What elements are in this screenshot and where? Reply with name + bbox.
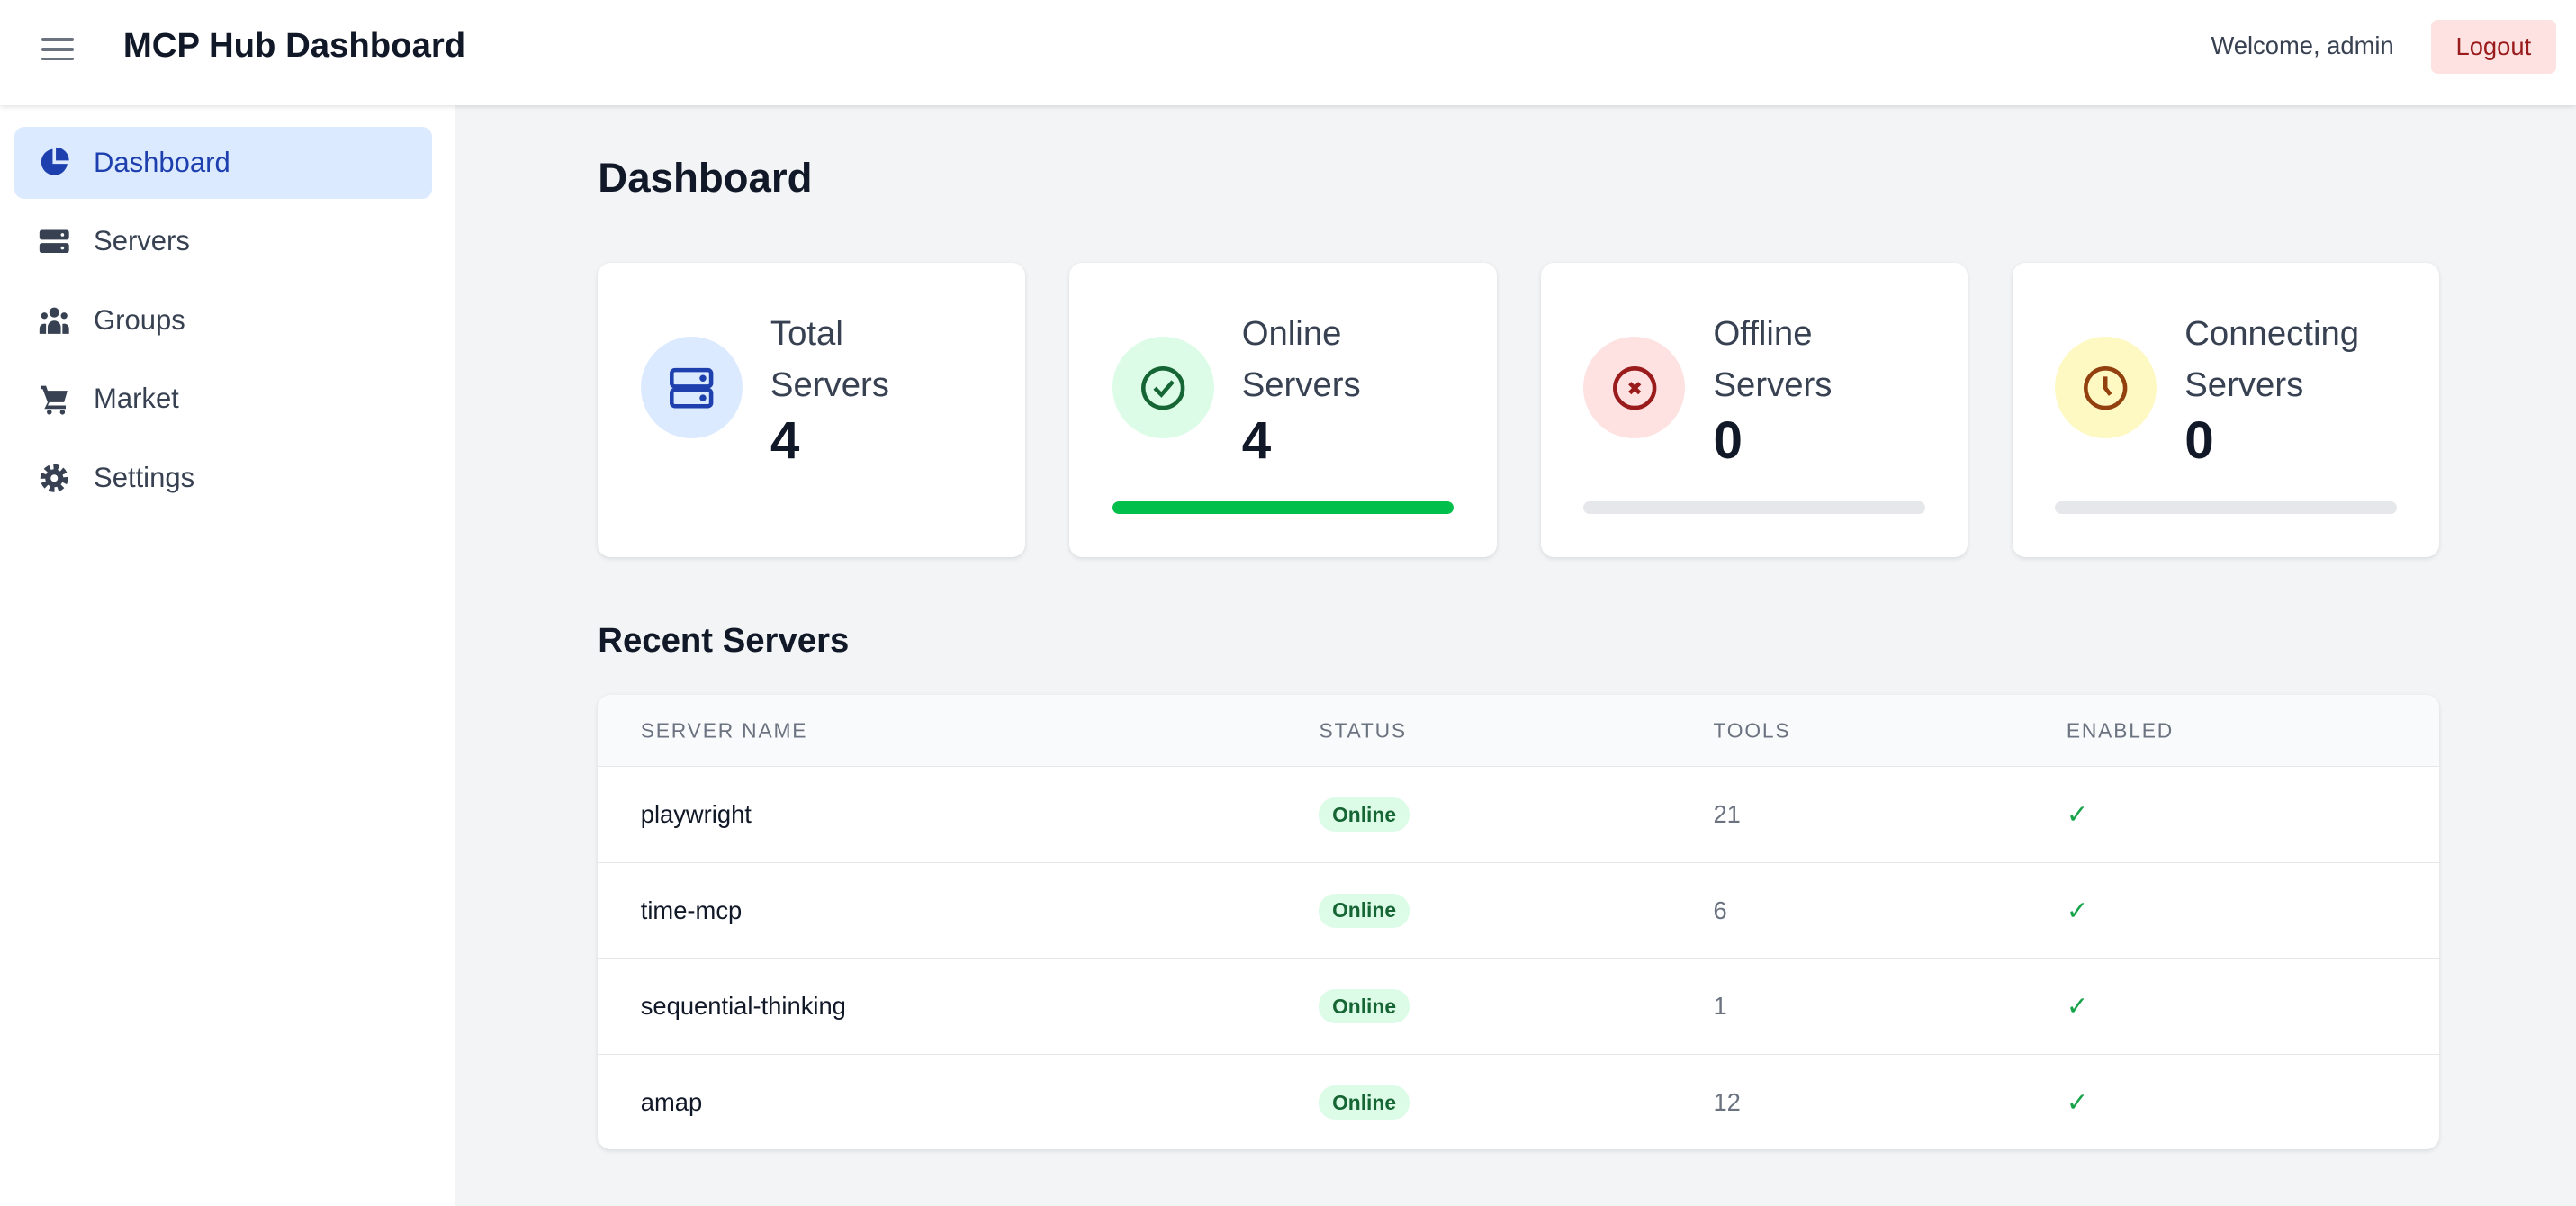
- server-icon: [640, 337, 743, 439]
- progress-bar: [1112, 500, 1455, 515]
- card-label: Offline: [1713, 314, 1813, 354]
- enabled-check-icon: ✓: [2066, 992, 2089, 1022]
- card-value: 0: [2184, 411, 2214, 471]
- tools-count: 6: [1713, 896, 1727, 924]
- status-badge: Online: [1319, 893, 1410, 928]
- gear-icon: [40, 464, 68, 492]
- card-value: 4: [1241, 411, 1272, 471]
- tools-count: 12: [1713, 1088, 1741, 1117]
- server-name: time-mcp: [640, 896, 743, 924]
- progress-fill: [1112, 500, 1455, 515]
- sidebar: Dashboard Servers Groups Market Settings: [0, 104, 455, 1206]
- sidebar-item-market[interactable]: Market: [14, 363, 432, 435]
- tools-count: 1: [1713, 992, 1727, 1021]
- sidebar-item-groups[interactable]: Groups: [14, 284, 432, 356]
- card-label: Online: [1241, 314, 1342, 354]
- sidebar-item-label: Servers: [94, 225, 190, 257]
- card-value: 0: [1713, 411, 1743, 471]
- enabled-check-icon: ✓: [2066, 1088, 2089, 1118]
- server-name: sequential-thinking: [640, 992, 846, 1021]
- tools-count: 21: [1713, 800, 1741, 829]
- menu-icon[interactable]: [41, 33, 75, 63]
- table-row[interactable]: playwright Online 21 ✓: [598, 767, 2440, 863]
- column-header: SERVER NAME: [640, 718, 808, 742]
- table-row[interactable]: time-mcp Online 6 ✓: [598, 863, 2440, 959]
- column-header: STATUS: [1319, 718, 1407, 742]
- app-title: MCP Hub Dashboard: [122, 26, 466, 66]
- stat-card-online: Online Servers 4: [1069, 263, 1497, 557]
- sidebar-item-settings[interactable]: Settings: [14, 442, 432, 514]
- users-icon: [39, 307, 69, 334]
- top-header: MCP Hub Dashboard Welcome, admin Logout: [0, 0, 2576, 105]
- table-header: SERVER NAME STATUS TOOLS ENABLED: [598, 694, 2440, 768]
- status-badge: Online: [1319, 1085, 1410, 1120]
- progress-bar: [1583, 500, 1925, 515]
- card-label: Servers: [2184, 364, 2304, 404]
- stat-card-connecting: Connecting Servers 0: [2012, 263, 2440, 557]
- page-title: Dashboard: [598, 154, 813, 201]
- column-header: ENABLED: [2066, 718, 2175, 742]
- enabled-check-icon: ✓: [2066, 896, 2089, 926]
- clock-icon: [2055, 337, 2157, 439]
- sidebar-item-label: Groups: [94, 303, 185, 336]
- sidebar-item-label: Settings: [94, 462, 195, 494]
- table-row[interactable]: amap Online 12 ✓: [598, 1055, 2439, 1149]
- card-label: Total: [770, 314, 843, 354]
- card-label: Servers: [1713, 364, 1833, 404]
- check-circle-icon: [1112, 337, 1214, 439]
- sidebar-item-label: Dashboard: [94, 146, 230, 178]
- table-row[interactable]: sequential-thinking Online 1 ✓: [598, 958, 2440, 1055]
- welcome-text: Welcome, admin: [2211, 31, 2394, 59]
- x-circle-icon: [1583, 337, 1686, 439]
- cart-icon: [41, 385, 68, 415]
- sidebar-item-servers[interactable]: Servers: [14, 205, 432, 277]
- server-icon: [39, 230, 69, 254]
- column-header: TOOLS: [1713, 718, 1791, 742]
- recent-servers-table: SERVER NAME STATUS TOOLS ENABLED playwri…: [598, 694, 2440, 1150]
- stat-card-offline: Offline Servers 0: [1540, 263, 1968, 557]
- stat-card-total: Total Servers 4: [598, 263, 1025, 557]
- card-value: 4: [770, 411, 800, 471]
- sidebar-item-label: Market: [94, 382, 179, 415]
- card-label: Servers: [1241, 364, 1361, 404]
- card-label: Connecting: [2184, 314, 2360, 354]
- logout-button[interactable]: Logout: [2431, 19, 2556, 75]
- server-name: playwright: [640, 800, 752, 829]
- card-label: Servers: [770, 364, 889, 404]
- recent-servers-title: Recent Servers: [598, 620, 850, 660]
- server-name: amap: [640, 1088, 703, 1117]
- status-badge: Online: [1319, 989, 1410, 1024]
- progress-bar: [2055, 500, 2397, 515]
- status-badge: Online: [1319, 797, 1410, 832]
- pie-chart-icon: [41, 148, 69, 176]
- sidebar-item-dashboard[interactable]: Dashboard: [14, 126, 432, 199]
- enabled-check-icon: ✓: [2066, 800, 2089, 830]
